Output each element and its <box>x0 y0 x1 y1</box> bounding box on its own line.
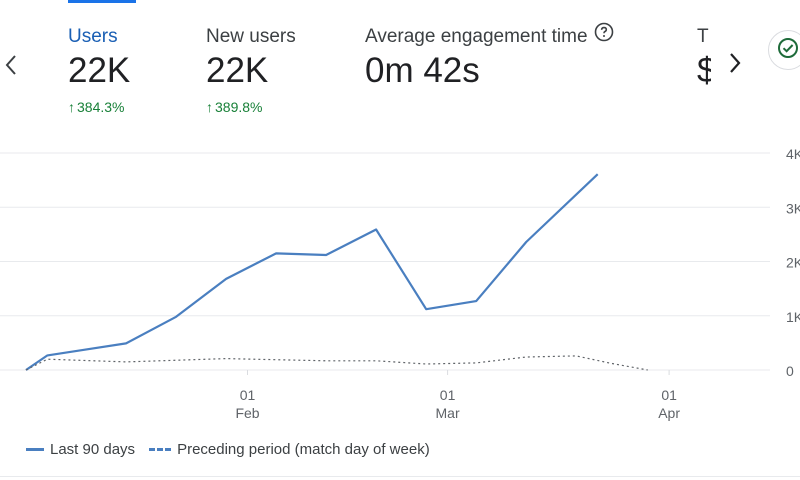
metric-new-users[interactable]: New users 22K ↑ 389.8% <box>206 26 296 115</box>
solid-line-swatch <box>26 448 44 451</box>
chart-legend: Last 90 days Preceding period (match day… <box>26 441 444 458</box>
dashed-line-swatch <box>149 448 172 451</box>
legend-item-current[interactable]: Last 90 days <box>26 441 135 458</box>
x-tick-month: Apr <box>658 405 680 421</box>
chevron-left-icon[interactable] <box>0 50 22 80</box>
users-line-chart: 0 1K 2K 3K 4K 01 Feb 01 Mar 01 Apr <box>0 146 800 421</box>
metric-new-users-change: ↑ 389.8% <box>206 99 296 115</box>
metric-new-users-label: New users <box>206 26 296 47</box>
metric-new-users-change-value: 389.8% <box>215 98 263 115</box>
legend-item-previous[interactable]: Preceding period (match day of week) <box>149 441 430 458</box>
bottom-divider <box>0 476 800 477</box>
metric-new-users-value: 22K <box>206 51 269 90</box>
metric-users-label: Users <box>68 26 118 47</box>
insights-button[interactable] <box>768 30 800 70</box>
x-tick-day: 01 <box>440 387 456 403</box>
y-tick-label: 3K <box>786 200 800 216</box>
metric-users[interactable]: Users 22K ↑ 384.3% <box>68 26 130 115</box>
x-tick-day: 01 <box>661 387 677 403</box>
series-line-last-90-days <box>25 173 599 371</box>
metric-engagement-value: 0m 42s <box>365 51 480 91</box>
metric-partial-label: T <box>697 26 709 47</box>
x-tick-day: 01 <box>240 387 256 403</box>
arrow-up-icon: ↑ <box>206 98 213 115</box>
metric-partial-value: $ <box>697 51 711 90</box>
metric-users-value: 22K <box>68 51 131 90</box>
series-line-preceding-period <box>25 355 648 371</box>
metric-engagement-label: Average engagement time <box>365 22 614 48</box>
x-tick-month: Feb <box>235 405 259 421</box>
active-tab-indicator <box>68 0 136 3</box>
check-circle-icon <box>777 37 799 64</box>
metric-engagement-label-text: Average engagement time <box>365 26 588 48</box>
metric-users-change-value: 384.3% <box>77 98 125 115</box>
metric-users-change: ↑ 384.3% <box>68 99 130 115</box>
arrow-up-icon: ↑ <box>68 98 75 115</box>
x-tick-month: Mar <box>436 405 460 421</box>
legend-current-label: Last 90 days <box>50 441 136 458</box>
legend-previous-label: Preceding period (match day of week) <box>177 441 430 458</box>
y-tick-label: 0 <box>786 363 794 379</box>
metric-average-engagement-time[interactable]: Average engagement time 0m 42s <box>365 22 614 91</box>
metric-partial[interactable]: T $ <box>697 26 711 96</box>
chevron-right-icon[interactable] <box>724 48 746 78</box>
help-circle-icon[interactable] <box>594 22 614 48</box>
y-tick-label: 1K <box>786 309 800 325</box>
y-tick-label: 4K <box>786 146 800 162</box>
y-tick-label: 2K <box>786 255 800 271</box>
